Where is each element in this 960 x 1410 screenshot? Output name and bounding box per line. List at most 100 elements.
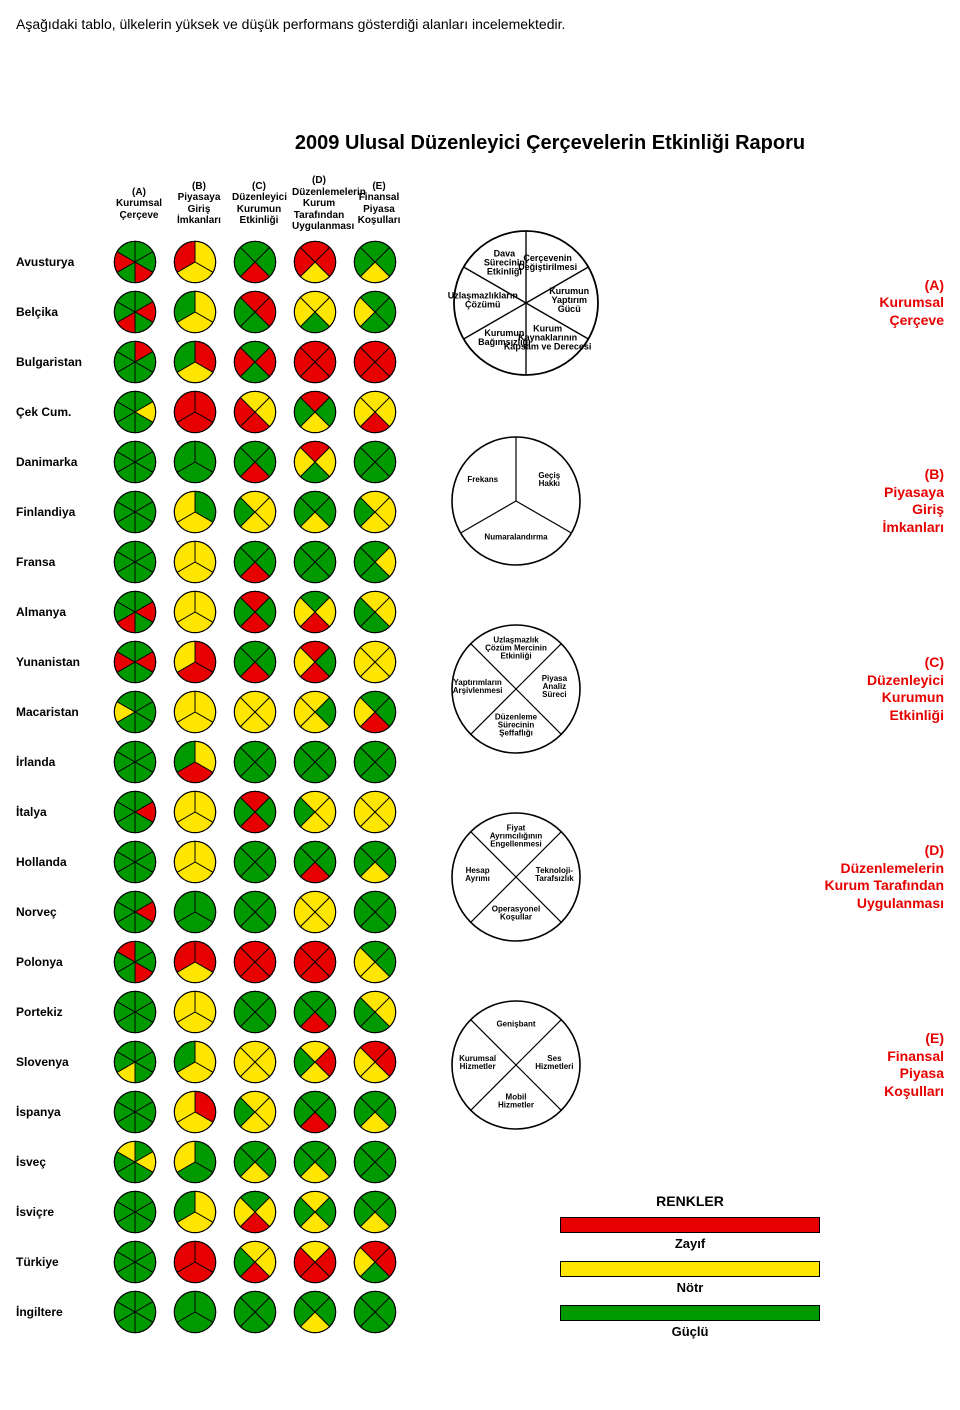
pie-cell <box>112 239 158 285</box>
pie-cell <box>172 289 218 335</box>
pie-cell <box>172 1239 218 1285</box>
pie-cell <box>172 439 218 485</box>
pie-cell <box>292 689 338 735</box>
pie-cell <box>172 739 218 785</box>
svg-text:KurumunBağımsızlığı: KurumunBağımsızlığı <box>478 328 531 347</box>
pie-cell <box>232 689 278 735</box>
legend-circle: SesHizmetleriMobilHizmetlerKurumsalHizme… <box>436 985 596 1145</box>
country-pie-matrix: (A) Kurumsal Çerçeve(B) Piyasaya Giriş İ… <box>16 173 406 1335</box>
column-header: (E) Finansal Piyasa Koşulları <box>352 179 406 229</box>
column-header: (D) Düzenlemelerin Kurum Tarafından Uygu… <box>292 173 346 235</box>
pie-cell <box>172 689 218 735</box>
pie-cell <box>232 839 278 885</box>
country-label: Hollanda <box>16 855 106 869</box>
pie-cell <box>352 889 398 935</box>
pie-cell <box>292 739 338 785</box>
pie-cell <box>172 389 218 435</box>
column-header: (A) Kurumsal Çerçeve <box>112 185 166 224</box>
pie-cell <box>232 939 278 985</box>
pie-cell <box>352 689 398 735</box>
country-label: Yunanistan <box>16 655 106 669</box>
color-swatch-block: Nötr <box>560 1261 820 1295</box>
pie-cell <box>232 589 278 635</box>
pie-cell <box>352 1239 398 1285</box>
legend-row: ÇerçeveninDeğiştirilmesiKurumunYaptırımG… <box>436 213 944 393</box>
pie-cell <box>352 1289 398 1335</box>
pie-cell <box>112 1239 158 1285</box>
pie-cell <box>292 989 338 1035</box>
pie-cell <box>232 889 278 935</box>
country-label: Danimarka <box>16 455 106 469</box>
pie-cell <box>172 789 218 835</box>
pie-cell <box>232 489 278 535</box>
legend-circle: ÇerçeveninDeğiştirilmesiKurumunYaptırımG… <box>436 213 616 393</box>
pie-cell <box>292 1289 338 1335</box>
pie-cell <box>172 989 218 1035</box>
pie-cell <box>172 889 218 935</box>
legend-row: GeçişHakkıNumaralandırmaFrekans(B) Piyas… <box>436 421 944 581</box>
country-label: Belçika <box>16 305 106 319</box>
color-swatch-block: Güçlü <box>560 1305 820 1339</box>
pie-cell <box>352 639 398 685</box>
pie-cell <box>352 1089 398 1135</box>
pie-cell <box>352 989 398 1035</box>
color-swatch <box>560 1305 820 1321</box>
pie-cell <box>112 939 158 985</box>
legend-circle: GeçişHakkıNumaralandırmaFrekans <box>436 421 596 581</box>
country-label: İsviçre <box>16 1205 106 1219</box>
pie-cell <box>172 939 218 985</box>
pie-cell <box>172 1039 218 1085</box>
pie-cell <box>292 489 338 535</box>
pie-cell <box>292 1089 338 1135</box>
pie-cell <box>292 539 338 585</box>
pie-cell <box>292 639 338 685</box>
pie-cell <box>172 489 218 535</box>
pie-cell <box>232 1089 278 1135</box>
pie-cell <box>292 1039 338 1085</box>
pie-cell <box>112 739 158 785</box>
pie-cell <box>292 889 338 935</box>
country-label: Almanya <box>16 605 106 619</box>
pie-cell <box>112 439 158 485</box>
pie-cell <box>232 739 278 785</box>
svg-text:UzlaşmazlıklarınÇözümü: UzlaşmazlıklarınÇözümü <box>448 291 518 310</box>
svg-text:UzlaşmazlıkÇözüm MercininEtkin: UzlaşmazlıkÇözüm MercininEtkinliği <box>485 636 547 661</box>
pie-cell <box>292 839 338 885</box>
pie-cell <box>352 589 398 635</box>
svg-text:Numaralandırma: Numaralandırma <box>484 532 548 541</box>
pie-cell <box>292 1239 338 1285</box>
color-swatch-block: Zayıf <box>560 1217 820 1251</box>
pie-cell <box>172 1089 218 1135</box>
svg-text:KurumsalHizmetler: KurumsalHizmetler <box>459 1054 496 1071</box>
svg-text:YaptırımlarınArşivlenmesi: YaptırımlarınArşivlenmesi <box>453 678 503 695</box>
legend-circle: PiyasaAnalizSüreciDüzenlemeSürecininŞeff… <box>436 609 596 769</box>
legend-row: PiyasaAnalizSüreciDüzenlemeSürecininŞeff… <box>436 609 944 769</box>
legend-row: Teknoloji-TarafsızlıkOperasyonelKoşullar… <box>436 797 944 957</box>
legend-title: (E) Finansal Piyasa Koşulları <box>608 1030 944 1100</box>
legend-circles: ÇerçeveninDeğiştirilmesiKurumunYaptırımG… <box>436 213 944 1173</box>
color-key-title: RENKLER <box>560 1193 820 1209</box>
pie-cell <box>112 1089 158 1135</box>
legend-title: (D) Düzenlemelerin Kurum Tarafından Uygu… <box>608 842 944 912</box>
svg-text:OperasyonelKoşullar: OperasyonelKoşullar <box>492 904 540 921</box>
pie-cell <box>292 939 338 985</box>
legend-circle: Teknoloji-TarafsızlıkOperasyonelKoşullar… <box>436 797 596 957</box>
right-panel: ÇerçeveninDeğiştirilmesiKurumunYaptırımG… <box>436 213 944 1349</box>
pie-cell <box>232 239 278 285</box>
legend-row: SesHizmetleriMobilHizmetlerKurumsalHizme… <box>436 985 944 1145</box>
country-label: Fransa <box>16 555 106 569</box>
legend-title: (C) Düzenleyici Kurumun Etkinliği <box>608 654 944 724</box>
country-label: Portekiz <box>16 1005 106 1019</box>
country-label: Çek Cum. <box>16 405 106 419</box>
svg-text:FiyatAyrımcılığınınEngellenmes: FiyatAyrımcılığınınEngellenmesi <box>490 824 543 849</box>
pie-cell <box>232 389 278 435</box>
svg-text:ÇerçeveninDeğiştirilmesi: ÇerçeveninDeğiştirilmesi <box>518 253 577 272</box>
color-swatch-label: Güçlü <box>560 1324 820 1339</box>
svg-text:SesHizmetleri: SesHizmetleri <box>535 1054 573 1071</box>
pie-cell <box>172 589 218 635</box>
country-label: Bulgaristan <box>16 355 106 369</box>
country-label: İrlanda <box>16 755 106 769</box>
pie-cell <box>292 339 338 385</box>
pie-cell <box>112 689 158 735</box>
pie-cell <box>232 639 278 685</box>
